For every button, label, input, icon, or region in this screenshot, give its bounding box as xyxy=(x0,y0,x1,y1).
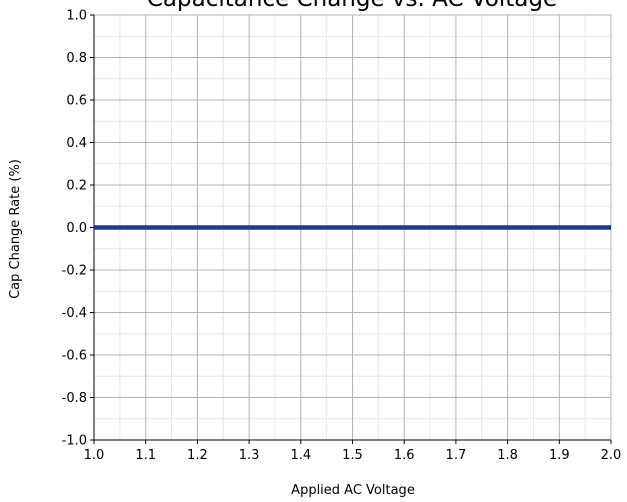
x-tick-label: 1.2 xyxy=(187,448,208,463)
x-tick-label: 1.6 xyxy=(394,448,415,463)
y-tick-label: -0.4 xyxy=(62,306,87,321)
x-tick-label: 1.9 xyxy=(549,448,570,463)
x-tick-label: 1.8 xyxy=(497,448,518,463)
x-tick-label: 1.5 xyxy=(342,448,363,463)
y-tick-label: 0.6 xyxy=(66,94,87,109)
x-tick-label: 1.4 xyxy=(290,448,311,463)
x-tick-label: 1.7 xyxy=(446,448,467,463)
y-axis-label: Cap Change Rate (%) xyxy=(8,159,23,299)
chart-title: Capacitance Change vs. AC Voltage xyxy=(147,0,557,12)
y-tick-label: 0.2 xyxy=(66,179,87,194)
x-tick-label: 1.3 xyxy=(239,448,260,463)
x-tick-label: 2.0 xyxy=(601,448,622,463)
y-tick-label: 0.8 xyxy=(66,51,87,66)
x-tick-label: 1.0 xyxy=(84,448,105,463)
y-tick-label: -0.8 xyxy=(62,391,87,406)
y-tick-label: 0.0 xyxy=(66,221,87,236)
y-tick-label: 1.0 xyxy=(66,9,87,24)
y-tick-label: 0.4 xyxy=(66,136,87,151)
y-tick-labels: 1.0 0.8 0.6 0.4 0.2 0.0 -0.2 -0.4 -0.6 -0.8 -1.0 xyxy=(62,9,87,449)
x-tick-label: 1.1 xyxy=(135,448,156,463)
y-tick-label: -0.6 xyxy=(62,349,87,364)
y-tick-label: -1.0 xyxy=(62,434,87,449)
x-tick-labels: 1.0 1.1 1.2 1.3 1.4 1.5 1.6 1.7 1.8 1.9 2.0 xyxy=(84,448,622,463)
y-tick-label: -0.2 xyxy=(62,264,87,279)
x-axis-label: Applied AC Voltage xyxy=(291,483,415,498)
